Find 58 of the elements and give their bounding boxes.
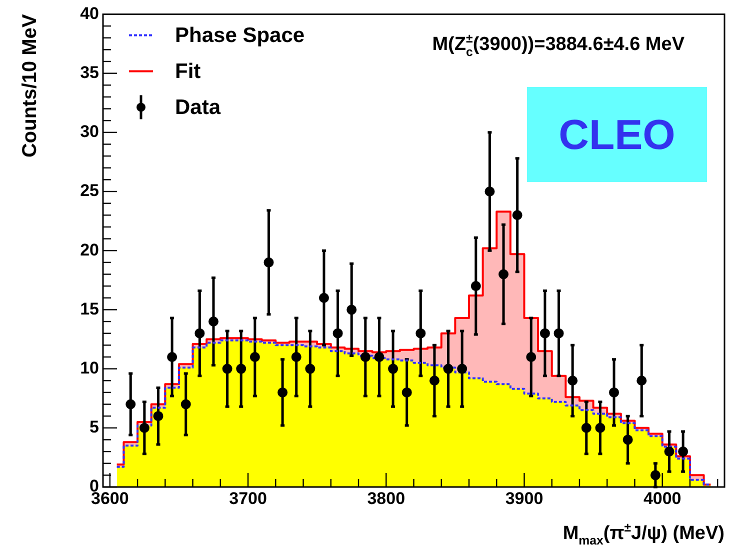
point — [664, 446, 674, 457]
point — [318, 292, 329, 303]
legend-label: Data — [175, 96, 221, 120]
point — [222, 364, 232, 374]
annotation: CLEO — [527, 87, 707, 182]
point — [526, 352, 536, 362]
point — [167, 352, 178, 362]
point — [609, 387, 620, 398]
point — [650, 470, 660, 480]
y-tick-label: 15 — [80, 299, 99, 318]
point — [208, 316, 218, 327]
y-tick-label: 40 — [80, 4, 99, 23]
y-tick-label: 10 — [80, 358, 99, 378]
x-tick-label: 3800 — [367, 488, 406, 508]
point — [470, 281, 481, 292]
point — [180, 399, 191, 410]
point — [278, 387, 288, 398]
point — [139, 422, 150, 433]
point — [305, 364, 316, 374]
point — [416, 328, 426, 338]
point — [622, 434, 633, 445]
y-axis-title: Counts/10 MeV — [19, 14, 41, 158]
point — [346, 304, 357, 315]
point — [264, 257, 274, 268]
x-tick-label: 3700 — [229, 488, 267, 508]
point — [402, 387, 412, 398]
point — [126, 399, 136, 410]
y-tick-label: 30 — [80, 122, 99, 142]
legend-label: Phase Space — [175, 24, 305, 48]
point — [540, 328, 550, 338]
point — [374, 352, 384, 362]
point — [250, 352, 260, 362]
y-tick-label: 25 — [80, 181, 99, 200]
y-tick-label: 5 — [90, 418, 99, 437]
point — [457, 364, 468, 374]
point — [568, 376, 578, 386]
point — [291, 352, 302, 362]
point — [194, 328, 205, 338]
point — [595, 422, 606, 433]
point — [332, 328, 343, 338]
point — [554, 328, 564, 338]
point — [153, 411, 164, 422]
point — [498, 269, 509, 280]
y-tick-label: 20 — [80, 240, 99, 260]
point — [360, 352, 370, 362]
point — [443, 364, 454, 374]
point — [388, 364, 398, 374]
point — [429, 376, 440, 386]
point — [636, 376, 647, 386]
y-tick-label: 35 — [80, 62, 99, 82]
point — [581, 422, 592, 433]
legend-label: Fit — [175, 60, 201, 84]
point — [484, 186, 495, 196]
x-tick-label: 4000 — [643, 488, 682, 508]
x-tick-label: 3900 — [505, 488, 544, 508]
point — [512, 210, 522, 220]
point — [236, 364, 246, 374]
point — [678, 446, 688, 457]
